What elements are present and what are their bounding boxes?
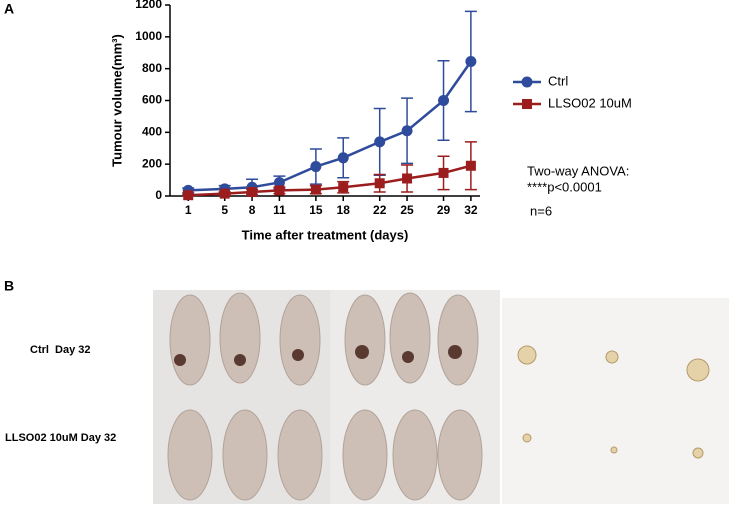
marker: [465, 56, 477, 68]
marker: [247, 187, 258, 198]
y-tick-label: 400: [142, 125, 162, 139]
x-tick-label: 22: [373, 203, 387, 217]
x-tick-label: 29: [437, 203, 451, 217]
y-tick-label: 0: [155, 188, 162, 202]
marker: [183, 190, 194, 201]
y-tick-label: 1200: [135, 0, 162, 11]
marker: [438, 167, 449, 178]
marker: [402, 173, 413, 184]
marker: [465, 160, 476, 171]
x-tick-label: 8: [249, 203, 256, 217]
marker: [374, 178, 385, 189]
x-tick-label: 25: [400, 203, 414, 217]
annotation: n=6: [530, 203, 552, 218]
legend-label: LLSO02 10uM: [548, 95, 632, 110]
y-tick-label: 800: [142, 61, 162, 75]
x-tick-label: 1: [185, 203, 192, 217]
legend-marker: [522, 99, 532, 109]
annotation: ****p<0.0001: [527, 179, 602, 194]
marker: [273, 176, 285, 188]
x-tick-label: 11: [273, 203, 286, 217]
y-tick-label: 1000: [135, 29, 162, 43]
y-tick-label: 600: [142, 93, 162, 107]
series-line: [188, 60, 472, 192]
photo-label: Ctrl Day 32: [30, 344, 91, 356]
marker: [310, 161, 322, 173]
legend-marker: [521, 76, 533, 88]
marker: [219, 188, 230, 199]
x-tick-label: 15: [309, 203, 323, 217]
marker: [438, 95, 450, 106]
marker: [374, 136, 386, 148]
annotation: Two-way ANOVA:: [527, 163, 629, 178]
marker: [274, 185, 285, 196]
marker: [338, 182, 349, 193]
x-axis-title: Time after treatment (days): [242, 227, 409, 242]
marker: [337, 152, 349, 164]
marker: [401, 125, 413, 137]
panel-label: A: [4, 1, 14, 17]
x-tick-label: 32: [464, 203, 478, 217]
photo-label: LLSO02 10uM Day 32: [5, 432, 116, 444]
legend-label: Ctrl: [548, 73, 568, 88]
y-axis-title: Tumour volume(mm³): [109, 34, 124, 167]
series-line: [188, 164, 472, 197]
marker: [310, 184, 321, 195]
tumour-photo: [502, 298, 729, 504]
panel-label: B: [4, 278, 14, 294]
y-tick-label: 200: [142, 156, 162, 170]
x-tick-label: 18: [337, 203, 351, 217]
x-tick-label: 5: [221, 203, 228, 217]
mouse-photo: [153, 290, 500, 504]
